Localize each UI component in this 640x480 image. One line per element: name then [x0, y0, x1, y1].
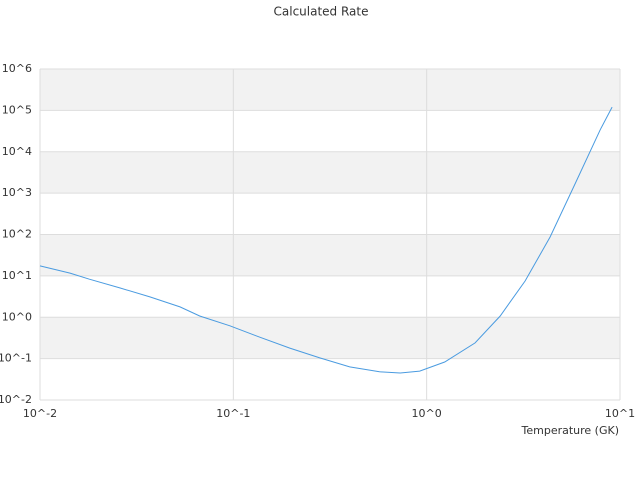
grid-band — [40, 317, 620, 359]
x-tick-label: 10^-1 — [216, 407, 250, 420]
grid-band — [40, 69, 620, 111]
y-tick-label: 10^0 — [2, 310, 32, 323]
x-tick-label: 10^0 — [412, 407, 442, 420]
grid-band — [40, 234, 620, 276]
y-tick-label: 10^3 — [2, 186, 32, 199]
y-tick-label: 10^4 — [2, 145, 32, 158]
chart-title: Calculated Rate — [274, 5, 369, 19]
y-tick-label: 10^6 — [2, 62, 32, 75]
x-tick-label: 10^1 — [605, 407, 635, 420]
y-tick-label: 10^1 — [2, 269, 32, 282]
y-tick-label: 10^-2 — [0, 393, 32, 406]
data-line — [39, 106, 613, 374]
x-axis-label: Temperature (GK) — [521, 424, 620, 437]
x-tick-label: 10^-2 — [23, 407, 57, 420]
y-tick-label: 10^-1 — [0, 352, 32, 365]
y-tick-label: 10^2 — [2, 228, 32, 241]
y-tick-label: 10^5 — [2, 103, 32, 116]
grid-band — [40, 151, 620, 194]
